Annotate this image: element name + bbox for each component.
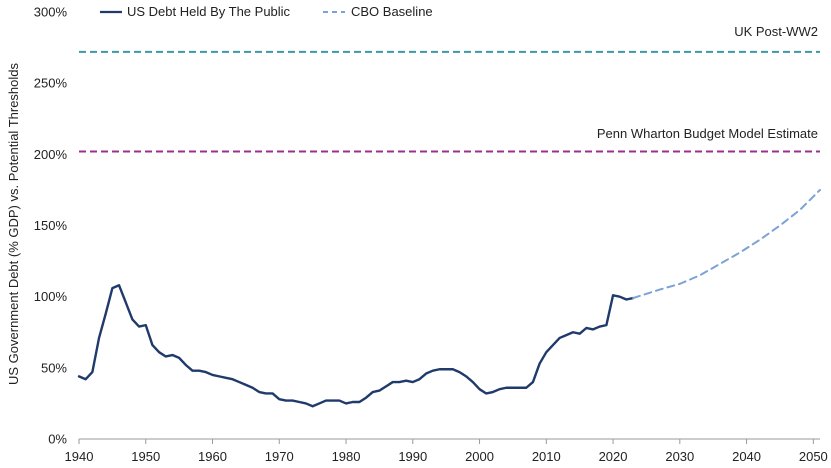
y-tick-label: 100% — [34, 289, 68, 304]
legend-label-cbo: CBO Baseline — [351, 4, 433, 19]
reference-lines-layer — [79, 50, 820, 153]
x-tick-label: 2000 — [465, 449, 494, 464]
x-tick-label: 2040 — [732, 449, 761, 464]
series-layer — [77, 188, 821, 408]
y-axis-title: US Government Debt (% GDP) vs. Potential… — [6, 63, 21, 385]
y-tick-label: 0% — [48, 432, 67, 447]
tick-labels-layer: 1940 1950 1960 1970 1980 1990 2000 2010 2020 2030… — [34, 5, 828, 465]
y-tick-label: 150% — [34, 218, 68, 233]
x-tick-label: 1940 — [65, 449, 94, 464]
y-tick-label: 200% — [34, 147, 68, 162]
y-tick-label: 250% — [34, 76, 68, 91]
series-line-cbo — [632, 188, 821, 300]
x-tick-label: 2050 — [799, 449, 828, 464]
x-tick-label: 1980 — [332, 449, 361, 464]
x-tick-label: 2020 — [599, 449, 628, 464]
legend-label-debt: US Debt Held By The Public — [127, 4, 291, 19]
legend: US Debt Held By The Public CBO Baseline — [100, 4, 433, 19]
annotation-penn-wharton: Penn Wharton Budget Model Estimate — [597, 126, 818, 141]
x-tick-label: 1970 — [265, 449, 294, 464]
x-tick-label: 1960 — [198, 449, 227, 464]
series-line-debt — [77, 284, 635, 408]
annotation-uk-post-ww2: UK Post-WW2 — [734, 24, 818, 39]
x-tick-label: 2010 — [532, 449, 561, 464]
axes-layer — [78, 438, 820, 444]
y-tick-label: 50% — [41, 360, 67, 375]
x-tick-label: 1950 — [131, 449, 160, 464]
x-tick-label: 1990 — [398, 449, 427, 464]
x-tick-label: 2030 — [665, 449, 694, 464]
y-tick-label: 300% — [34, 5, 68, 20]
